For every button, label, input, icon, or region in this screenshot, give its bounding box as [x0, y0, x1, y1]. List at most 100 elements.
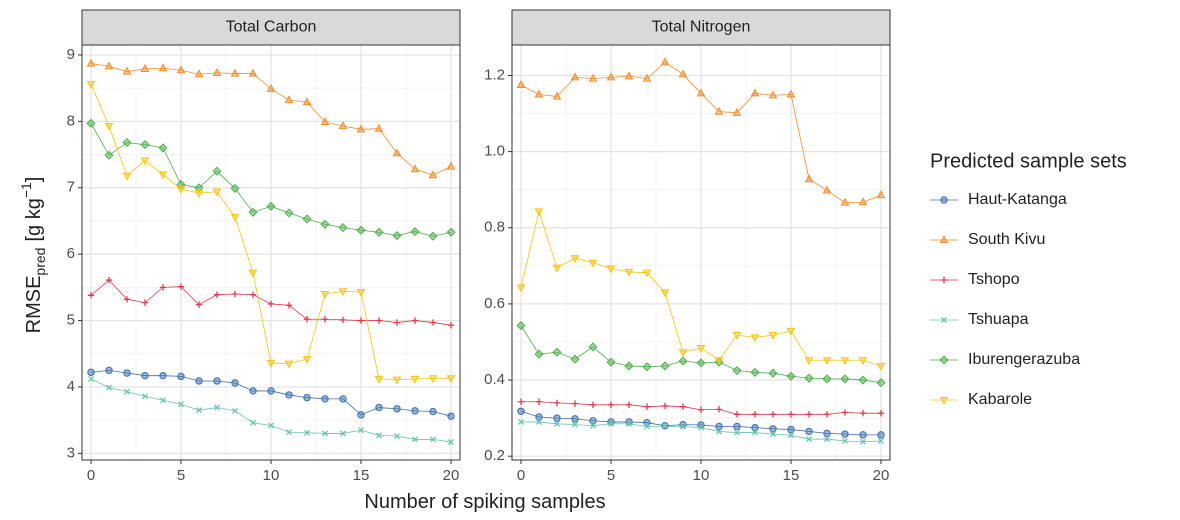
point	[571, 421, 579, 428]
point	[606, 265, 616, 274]
point	[553, 420, 561, 427]
point	[141, 393, 149, 400]
point	[266, 83, 276, 92]
point	[410, 164, 420, 173]
point	[823, 429, 831, 438]
point	[248, 207, 258, 217]
point	[338, 223, 348, 233]
legend-key-marker	[940, 196, 948, 204]
point	[624, 361, 634, 371]
facet-title: Total Carbon	[226, 19, 317, 36]
point	[321, 316, 329, 323]
point	[266, 359, 276, 368]
point	[715, 406, 723, 413]
point	[104, 122, 114, 131]
point	[231, 407, 239, 414]
legend-label: Kabarole	[968, 391, 1032, 408]
point	[320, 219, 330, 229]
point	[374, 227, 384, 237]
legend-label: Haut-Katanga	[968, 191, 1067, 208]
point	[858, 375, 868, 385]
point	[123, 388, 131, 395]
point	[714, 106, 724, 115]
point	[393, 319, 401, 326]
facet-title: Total Nitrogen	[652, 19, 751, 36]
legend-label: Tshopo	[968, 271, 1020, 288]
point	[411, 407, 419, 415]
point	[642, 73, 652, 82]
point	[285, 302, 293, 309]
y-tick-label: 0.6	[484, 295, 505, 312]
point	[624, 71, 634, 80]
point	[516, 321, 526, 331]
point	[678, 356, 688, 366]
point	[570, 255, 580, 264]
facet-strip	[81, 9, 461, 46]
point	[429, 436, 437, 443]
y-label-main: RMSE	[23, 276, 45, 334]
y-tick-label: 1.2	[484, 66, 505, 83]
point	[660, 361, 670, 371]
point	[411, 436, 419, 443]
point	[267, 422, 275, 429]
point	[302, 214, 312, 224]
point	[768, 368, 778, 378]
point	[177, 401, 185, 408]
point	[553, 399, 561, 407]
point	[625, 401, 633, 408]
point	[249, 291, 257, 298]
point	[392, 231, 402, 241]
point	[787, 432, 795, 439]
point	[140, 140, 150, 150]
point	[230, 68, 240, 77]
point	[552, 91, 562, 100]
point	[859, 409, 867, 417]
point	[104, 150, 114, 160]
point	[357, 317, 365, 324]
point	[534, 89, 544, 98]
point	[859, 431, 867, 439]
point	[768, 90, 778, 99]
x-tick-label: 0	[87, 467, 95, 484]
point	[535, 413, 543, 421]
point	[751, 429, 759, 436]
point	[141, 299, 149, 306]
point	[410, 227, 420, 237]
point	[733, 429, 741, 436]
point	[248, 68, 258, 77]
point	[552, 347, 562, 357]
point	[195, 301, 203, 308]
y-tick-label: 0.4	[484, 371, 505, 388]
point	[447, 322, 455, 329]
point	[213, 291, 221, 298]
point	[606, 357, 616, 367]
point	[267, 387, 275, 395]
point	[375, 403, 383, 412]
legend-label: Tshuapa	[968, 311, 1029, 328]
point	[552, 264, 562, 273]
point	[86, 81, 96, 90]
point	[393, 433, 401, 440]
y-label-sup: −1	[18, 182, 34, 198]
point	[769, 425, 777, 433]
point	[750, 334, 760, 343]
point	[535, 398, 543, 405]
y-label-close: ]	[23, 177, 45, 183]
point	[87, 292, 95, 299]
point	[86, 118, 96, 128]
panel-border	[81, 44, 461, 461]
point	[212, 188, 222, 197]
point	[589, 401, 597, 408]
point	[570, 354, 580, 364]
point	[841, 430, 849, 438]
point	[375, 317, 383, 324]
point	[534, 349, 544, 359]
point	[624, 268, 634, 277]
point	[786, 371, 796, 381]
x-tick-label: 10	[263, 467, 280, 484]
point	[357, 411, 365, 419]
point	[805, 436, 813, 443]
point	[642, 362, 652, 372]
point	[284, 95, 294, 104]
